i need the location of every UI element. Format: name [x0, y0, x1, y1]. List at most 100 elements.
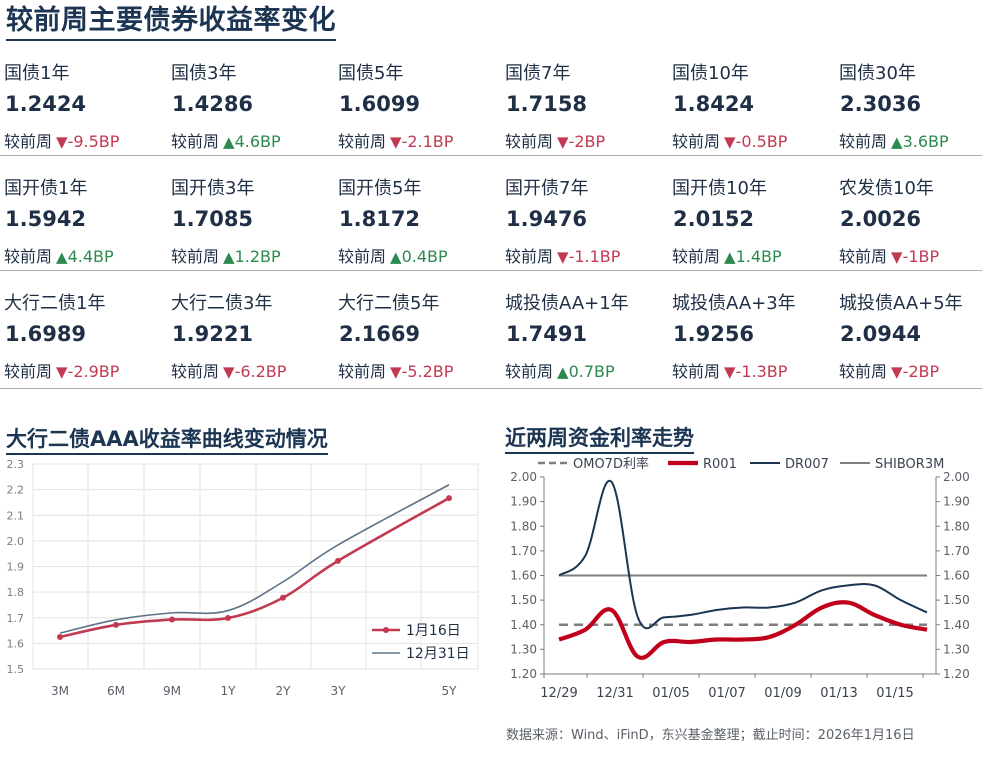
- x-tick-label: 6M: [107, 684, 125, 698]
- x-tick-label: 5Y: [442, 684, 458, 698]
- y-tick-label: 1.9: [7, 561, 25, 574]
- row-divider: [0, 155, 982, 156]
- change-label: 较前周: [171, 247, 219, 266]
- bond-weekly-change: 较前周 ▲1.2BP: [171, 243, 281, 267]
- bond-yield-value: 1.4286: [172, 92, 253, 116]
- change-value: -1.3BP: [736, 362, 788, 381]
- x-tick-label: 01/05: [652, 686, 689, 701]
- bond-yield-value: 1.8424: [673, 92, 754, 116]
- triangle-up-icon: ▲: [223, 248, 235, 266]
- triangle-down-icon: ▼: [390, 133, 402, 151]
- triangle-down-icon: ▼: [557, 133, 569, 151]
- change-label: 较前周: [505, 247, 553, 266]
- bond-yield-value: 2.0152: [673, 207, 754, 231]
- change-value: -2BP: [903, 362, 940, 381]
- x-tick-label: 3Y: [331, 684, 347, 698]
- bond-name: 国债30年: [839, 59, 916, 85]
- bond-weekly-change: 较前周 ▲0.4BP: [338, 243, 448, 267]
- x-tick-label: 9M: [163, 684, 181, 698]
- x-tick-label: 01/07: [708, 686, 745, 701]
- bond-yield-value: 1.2424: [5, 92, 86, 116]
- y-tick-label-right: 2.00: [943, 470, 970, 484]
- y-tick-label-right: 1.20: [943, 667, 970, 681]
- yield-curve-title: 大行二债AAA收益率曲线变动情况: [6, 425, 328, 455]
- y-tick-label: 1.7: [7, 612, 25, 625]
- change-value: -9.5BP: [68, 132, 120, 151]
- change-label: 较前周: [338, 247, 386, 266]
- bond-yield-value: 1.9221: [172, 322, 253, 346]
- change-label: 较前周: [4, 247, 52, 266]
- x-tick-label: 12/31: [596, 686, 633, 701]
- bond-yield-value: 1.7491: [506, 322, 587, 346]
- yield-curve-chart: 1.5 1.6 1.7 1.8 1.9 2.0 2.1 2.2 2.3 3M 6M 9M 1Y 2Y 3Y 5…: [0, 455, 490, 705]
- bond-yield-value: 1.6099: [339, 92, 420, 116]
- triangle-down-icon: ▼: [724, 363, 736, 381]
- change-value: -2.1BP: [402, 132, 454, 151]
- x-tick-label: 01/15: [876, 686, 913, 701]
- change-value: 3.6BP: [903, 132, 949, 151]
- triangle-down-icon: ▼: [557, 248, 569, 266]
- change-label: 较前周: [4, 362, 52, 381]
- y-tick-label: 1.8: [7, 586, 25, 599]
- y-tick-label-right: 1.40: [943, 618, 970, 632]
- y-tick-label-right: 1.80: [943, 519, 970, 533]
- bond-row: 国债1年 1.2424 较前周 ▼-9.5BP 国债3年 1.4286 较前周 ▲4.6BP 国…: [0, 48, 982, 163]
- bond-weekly-change: 较前周 ▼-0.5BP: [672, 128, 787, 152]
- change-value: -6.2BP: [235, 362, 287, 381]
- bond-name: 大行二债1年: [4, 289, 105, 315]
- bond-yield-value: 2.3036: [840, 92, 921, 116]
- bond-weekly-change: 较前周 ▼-1.3BP: [672, 358, 787, 382]
- change-value: -5.2BP: [402, 362, 454, 381]
- chart-legend: OMO7D利率 R001 DR007 SHIBOR3M: [538, 456, 944, 472]
- y-tick-label-left: 1.60: [510, 569, 537, 583]
- bond-yield-grid: 国债1年 1.2424 较前周 ▼-9.5BP 国债3年 1.4286 较前周 ▲4.6BP 国…: [0, 48, 982, 393]
- bond-weekly-change: 较前周 ▼-2.9BP: [4, 358, 119, 382]
- triangle-down-icon: ▼: [724, 133, 736, 151]
- triangle-down-icon: ▼: [390, 363, 402, 381]
- triangle-down-icon: ▼: [891, 248, 903, 266]
- change-value: -0.5BP: [736, 132, 788, 151]
- bond-weekly-change: 较前周 ▼-2BP: [839, 358, 939, 382]
- data-point: [113, 622, 119, 628]
- y-tick-label: 1.5: [7, 663, 25, 676]
- bond-weekly-change: 较前周 ▲1.4BP: [672, 243, 782, 267]
- change-value: -2BP: [569, 132, 606, 151]
- y-tick-label-right: 1.30: [943, 642, 970, 656]
- legend-marker: [383, 627, 389, 633]
- change-label: 较前周: [672, 132, 720, 151]
- y-tick-label-right: 1.60: [943, 569, 970, 583]
- row-divider: [0, 388, 982, 389]
- y-tick-label: 2.2: [7, 484, 25, 497]
- y-tick-label-left: 1.40: [510, 618, 537, 632]
- bond-name: 国开债1年: [4, 174, 87, 200]
- data-point: [57, 634, 63, 640]
- triangle-up-icon: ▲: [891, 133, 903, 151]
- bond-weekly-change: 较前周 ▼-5.2BP: [338, 358, 453, 382]
- bond-name: 国债10年: [672, 59, 749, 85]
- bond-yield-value: 1.6989: [5, 322, 86, 346]
- triangle-up-icon: ▲: [724, 248, 736, 266]
- bond-name: 城投债AA+5年: [839, 289, 963, 315]
- change-label: 较前周: [171, 132, 219, 151]
- change-label: 较前周: [338, 362, 386, 381]
- bond-yield-value: 1.9256: [673, 322, 754, 346]
- change-label: 较前周: [4, 132, 52, 151]
- triangle-down-icon: ▼: [56, 363, 68, 381]
- x-tick-label: 12/29: [540, 686, 577, 701]
- change-label: 较前周: [839, 247, 887, 266]
- row-divider: [0, 270, 982, 271]
- bond-name: 国开债3年: [171, 174, 254, 200]
- legend-label: R001: [703, 457, 737, 472]
- x-tick-label: 01/09: [764, 686, 801, 701]
- bond-name: 国债7年: [505, 59, 570, 85]
- series-line-dr007: [559, 481, 927, 629]
- data-point: [280, 595, 286, 601]
- change-label: 较前周: [505, 362, 553, 381]
- y-tick-label: 2.3: [7, 458, 25, 471]
- change-value: -1BP: [903, 247, 940, 266]
- data-point: [225, 615, 231, 621]
- bond-yield-value: 1.7085: [172, 207, 253, 231]
- bond-name: 国开债7年: [505, 174, 588, 200]
- triangle-up-icon: ▲: [390, 248, 402, 266]
- change-value: 4.4BP: [68, 247, 114, 266]
